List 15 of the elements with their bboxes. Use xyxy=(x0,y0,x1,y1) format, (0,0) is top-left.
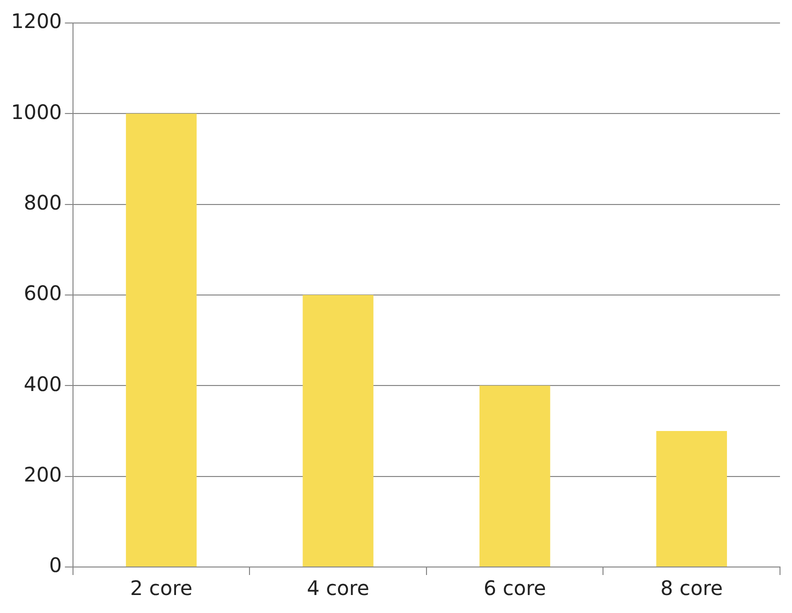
x-tick-label: 6 core xyxy=(484,576,546,600)
y-tick-label: 1000 xyxy=(10,100,62,124)
bar xyxy=(126,114,197,566)
y-tick-label: 400 xyxy=(24,372,62,396)
y-tick-label: 0 xyxy=(49,553,62,578)
x-tick-label: 4 core xyxy=(306,576,370,600)
x-tick-label: 2 core xyxy=(130,576,192,600)
y-tick-label: 800 xyxy=(24,190,62,215)
bar xyxy=(302,295,374,566)
y-tick-label: 600 xyxy=(24,281,62,306)
bar xyxy=(656,431,727,566)
bar xyxy=(479,386,550,566)
y-tick-label: 200 xyxy=(24,462,62,487)
y-tick-label: 1200 xyxy=(10,9,62,34)
x-tick-label: 8 core xyxy=(660,576,723,600)
